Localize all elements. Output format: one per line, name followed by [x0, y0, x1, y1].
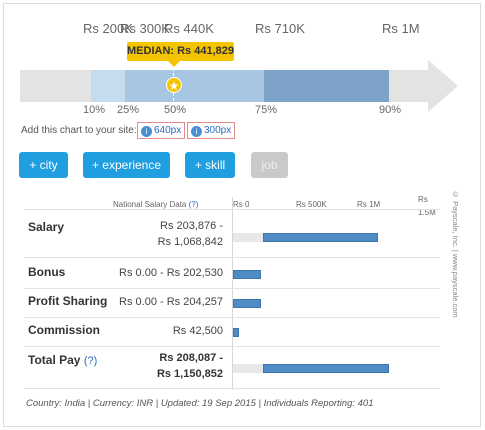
- axis-label-1-5m: Rs 1.5M: [418, 195, 436, 217]
- profit-sharing-bar: [233, 299, 261, 308]
- total-pay-label-text: Total Pay: [28, 353, 81, 367]
- row-divider: [24, 288, 440, 289]
- header-help-link[interactable]: (?): [188, 200, 199, 209]
- salary-widget: Rs 200K Rs 300K Rs 440K Rs 710K Rs 1M ME…: [3, 3, 481, 427]
- range-25-75: [125, 70, 264, 102]
- job-button[interactable]: job: [251, 152, 288, 178]
- range-10-25: [91, 70, 125, 102]
- embed-640-link[interactable]: i 640px: [137, 122, 186, 139]
- national-salary-header: National Salary Data (?): [113, 200, 198, 209]
- embed-640-label: 640px: [154, 125, 182, 136]
- star-icon: ★: [166, 77, 182, 93]
- scale-label-710k: Rs 710K: [255, 21, 305, 36]
- row-divider: [24, 346, 440, 347]
- percentile-90: 90%: [379, 104, 402, 116]
- row-label-total-pay: Total Pay (?): [28, 353, 97, 367]
- axis-label-1m: Rs 1M: [357, 200, 381, 209]
- scale-label-440k: Rs 440K: [164, 21, 214, 36]
- add-city-button[interactable]: + city: [19, 152, 68, 178]
- percentile-10: 10%: [83, 104, 106, 116]
- row-label-profit-sharing: Profit Sharing: [28, 294, 108, 308]
- national-salary-header-text: National Salary Data: [113, 200, 187, 209]
- median-tooltip: MEDIAN: Rs 441,829: [127, 42, 234, 67]
- embed-icon: i: [141, 126, 152, 137]
- salary-bar-track: [233, 233, 263, 242]
- salary-range-high: Rs 1,068,842: [157, 236, 223, 248]
- axis-label-0: Rs 0: [233, 200, 250, 209]
- row-value-profit-sharing: Rs 0.00 - Rs 204,257: [119, 296, 223, 308]
- percentile-25: 25%: [117, 104, 140, 116]
- percentile-75: 75%: [255, 104, 278, 116]
- row-label-bonus: Bonus: [28, 265, 66, 279]
- total-pay-bar: [263, 364, 389, 373]
- header-divider: [24, 209, 440, 210]
- row-value-bonus: Rs 0.00 - Rs 202,530: [119, 267, 223, 279]
- salary-range-bar: ★: [20, 60, 460, 112]
- row-divider: [24, 257, 440, 258]
- copyright-text: © Payscale, Inc. | www.payscale.com: [451, 190, 460, 318]
- embed-300-label: 300px: [204, 125, 232, 136]
- scale-label-300k: Rs 300K: [120, 21, 170, 36]
- arrow-head: [428, 60, 458, 112]
- scale-label-1m: Rs 1M: [382, 21, 420, 36]
- total-pay-range-low: Rs 208,087 -: [159, 352, 223, 364]
- add-skill-button[interactable]: + skill: [185, 152, 235, 178]
- axis-line-0: [232, 197, 233, 390]
- row-value-total-pay: Rs 208,087 - Rs 1,150,852: [157, 350, 223, 382]
- total-pay-help-link[interactable]: (?): [83, 355, 98, 367]
- add-experience-button[interactable]: + experience: [83, 152, 170, 178]
- commission-bar: [233, 328, 239, 337]
- embed-300-link[interactable]: i 300px: [187, 122, 236, 139]
- embed-icon: i: [191, 126, 202, 137]
- row-label-commission: Commission: [28, 323, 101, 337]
- scale-label-200k: Rs 200K: [83, 21, 133, 36]
- percentile-50: 50%: [164, 104, 187, 116]
- row-value-salary: Rs 203,876 - Rs 1,068,842: [158, 218, 223, 250]
- salary-bar: [263, 233, 378, 242]
- total-pay-bar-track: [233, 364, 263, 373]
- bonus-bar: [233, 270, 261, 279]
- range-75-90: [264, 70, 389, 102]
- row-divider: [24, 317, 440, 318]
- salary-range-low: Rs 203,876 -: [160, 220, 223, 232]
- axis-label-500k: Rs 500K: [296, 200, 327, 209]
- total-pay-range-high: Rs 1,150,852: [156, 368, 223, 380]
- table-bottom-divider: [24, 388, 440, 389]
- row-label-salary: Salary: [28, 220, 65, 234]
- row-value-commission: Rs 42,500: [172, 325, 223, 337]
- add-chart-label: Add this chart to your site:: [21, 125, 137, 136]
- footer-meta: Country: India | Currency: INR | Updated…: [26, 398, 374, 409]
